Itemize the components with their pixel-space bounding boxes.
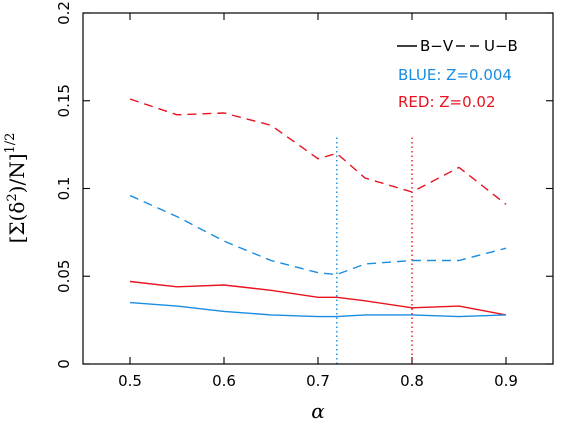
series-line-blue-bv — [129, 301, 507, 318]
y-tick-label: 0.05 — [55, 260, 73, 293]
series-line-red-uvb — [129, 98, 507, 205]
y-tick-label: 0 — [55, 359, 73, 369]
y-tick-label: 0.15 — [55, 84, 73, 117]
y-label-exponent: 1/2 — [3, 133, 18, 154]
y-label-rest: )/N] — [5, 154, 29, 194]
y-label-open: [ — [5, 236, 29, 244]
legend-bv-label: B−V — [420, 37, 454, 55]
x-tick-label: 0.5 — [118, 372, 142, 390]
x-tick-labels: 0.5 0.6 0.7 0.8 0.9 — [118, 372, 518, 390]
y-axis-label: [Σ(δ2)/N]1/2 — [3, 133, 29, 244]
x-axis-label: α — [311, 399, 325, 423]
x-tick-label: 0.6 — [212, 372, 236, 390]
y-label-sq: 2 — [5, 193, 20, 201]
legend-ub-label: U−B — [484, 37, 518, 55]
series-line-blue-uvb — [129, 194, 507, 276]
x-tick-label: 0.8 — [400, 372, 424, 390]
reference-lines — [336, 135, 413, 364]
x-tick-label: 0.9 — [494, 372, 518, 390]
x-tick-label: 0.7 — [306, 372, 330, 390]
y-tick-label: 0.1 — [55, 177, 73, 201]
plot-lines — [129, 98, 507, 318]
y-label-sigma: Σ(δ — [5, 202, 29, 236]
plot-frame — [82, 12, 554, 365]
y-tick-label: 0.2 — [55, 1, 73, 25]
y-tick-labels: 0 0.05 0.1 0.15 0.2 — [55, 1, 73, 369]
legend-blue-label: BLUE: Z=0.004 — [398, 66, 512, 84]
series-line-red-bv — [129, 280, 507, 316]
legend-red-label: RED: Z=0.02 — [398, 93, 496, 111]
legend: B−V U−B BLUE: Z=0.004 RED: Z=0.02 — [397, 37, 518, 111]
